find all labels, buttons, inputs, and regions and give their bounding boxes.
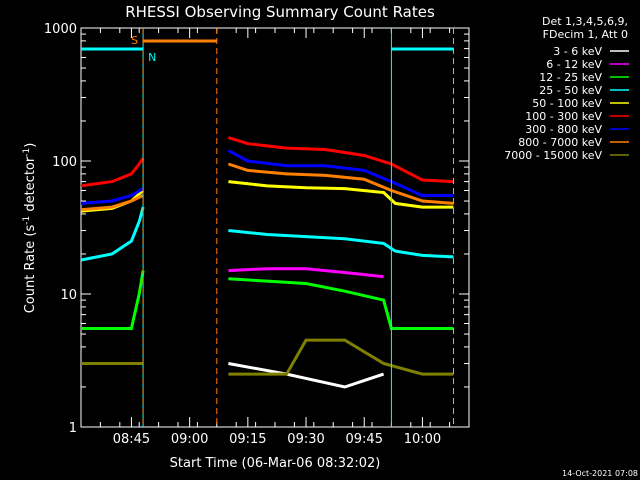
series-line: [80, 157, 145, 188]
x-axis-label: Start Time (06-Mar-06 08:32:02): [170, 456, 381, 471]
legend-item-label: 6 - 12 keV: [546, 58, 602, 71]
x-tick-label: 09:45: [346, 432, 383, 447]
plot-frame: [80, 27, 470, 428]
x-tick-label: 08:45: [113, 432, 150, 447]
y-tick-label: 10: [60, 288, 77, 303]
series-line: [227, 149, 454, 197]
legend: Det 1,3,4,5,6,9, FDecim 1, Att 0 3 - 6 k…: [504, 15, 629, 162]
y-tick-label: 1000: [44, 22, 77, 37]
footer-timestamp: 14-Oct-2021 07:08: [562, 469, 638, 478]
series-line: [81, 270, 145, 330]
flag-overlay: SN: [81, 28, 454, 427]
legend-item-label: 3 - 6 keV: [553, 45, 602, 58]
legend-item-label: 300 - 800 keV: [525, 123, 602, 136]
legend-item-label: 800 - 7000 keV: [518, 136, 602, 149]
series-layer: [80, 136, 454, 389]
series-line: [80, 206, 145, 262]
y-axis-label-exp1: -1: [22, 216, 32, 225]
x-tick-label: 09:15: [229, 432, 266, 447]
y-axis-label: Count Rate (s-1 detector-1): [22, 143, 38, 314]
legend-item-label: 25 - 50 keV: [539, 84, 602, 97]
y-axis-label-main: Count Rate (s: [23, 225, 38, 314]
x-tick-label: 10:00: [404, 432, 441, 447]
legend-header-1: Det 1,3,4,5,6,9,: [542, 15, 628, 28]
x-tick-label: 09:00: [171, 432, 208, 447]
series-line: [80, 187, 144, 205]
series-line: [228, 180, 454, 209]
y-axis-label-exp2: -1: [22, 148, 32, 157]
legend-header-2: FDecim 1, Att 0: [543, 28, 628, 41]
series-line: [228, 277, 454, 330]
night-label: N: [148, 51, 156, 64]
saa-label: S: [131, 34, 138, 47]
series-line: [228, 267, 384, 279]
series-line: [80, 194, 144, 212]
legend-item-label: 100 - 300 keV: [525, 110, 602, 123]
y-axis-label-mid: detector: [23, 156, 38, 216]
series-line: [227, 136, 454, 184]
series-line: [228, 362, 385, 389]
series-line: [228, 229, 454, 259]
y-axis-label-end: ): [23, 143, 38, 148]
series-line: [227, 162, 454, 205]
y-tick-label: 100: [52, 155, 77, 170]
legend-item-label: 7000 - 15000 keV: [504, 149, 602, 162]
legend-item-label: 12 - 25 keV: [539, 71, 602, 84]
x-tick-label: 09:30: [287, 432, 324, 447]
series-line: [228, 338, 454, 376]
y-tick-label: 1: [69, 421, 77, 436]
axis-ticks: 08:45 09:00 09:15 09:30 09:45 10:00 1 10 100 1000: [44, 22, 470, 447]
chart-title: RHESSI Observing Summary Count Rates: [125, 3, 435, 21]
legend-item-label: 50 - 100 keV: [532, 97, 602, 110]
